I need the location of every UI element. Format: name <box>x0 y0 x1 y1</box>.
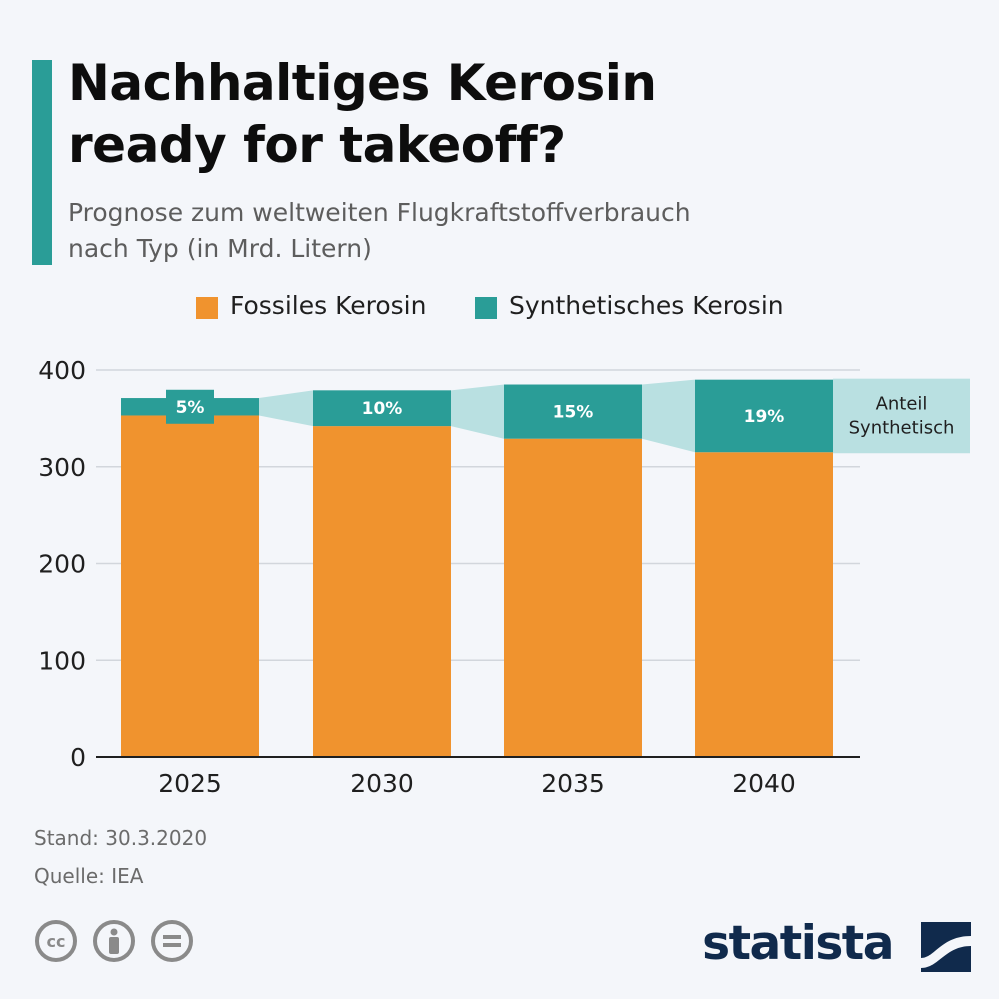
share-label: 10% <box>362 399 403 419</box>
legend-label-synthetic: Synthetisches Kerosin <box>509 291 784 320</box>
by-icon <box>93 920 135 962</box>
bar-fossil <box>695 452 833 757</box>
brand-name: statista <box>702 916 894 971</box>
chart-subtitle: Prognose zum weltweiten Flugkraftstoffve… <box>68 195 948 267</box>
title-accent-bar <box>32 60 52 265</box>
legend-label-fossil: Fossiles Kerosin <box>230 291 427 320</box>
cc-icon: cc <box>35 920 77 962</box>
y-tick-label: 300 <box>38 453 86 482</box>
y-tick-label: 0 <box>70 743 86 772</box>
bar-synthetic <box>695 379 833 453</box>
stacked-bar-chart: 0 100 200 300 400 5% 2025 10% 2030 15% 2035 19% 2040… <box>38 356 970 798</box>
svg-text:cc: cc <box>47 932 66 951</box>
title-line-2: ready for takeoff? <box>68 116 566 174</box>
subtitle-line-2: nach Typ (in Mrd. Litern) <box>68 234 372 263</box>
x-tick-label: 2030 <box>350 769 414 798</box>
share-band <box>642 379 695 453</box>
share-annotation-line-1: Anteil <box>876 394 928 415</box>
bar-fossil <box>313 426 451 757</box>
x-tick-label: 2025 <box>158 769 222 798</box>
legend-swatch-synthetic <box>475 297 497 319</box>
legend-swatch-fossil <box>196 297 218 319</box>
y-tick-label: 200 <box>38 550 86 579</box>
share-label: 5% <box>176 398 205 418</box>
y-tick-label: 100 <box>38 646 86 675</box>
share-band <box>259 390 313 427</box>
nd-icon <box>151 920 193 962</box>
bar-fossil <box>121 415 259 757</box>
bar-synthetic <box>313 390 451 427</box>
statista-logo-icon <box>921 922 971 972</box>
license-icons: cc <box>34 919 204 969</box>
footer-stand: Stand: 30.3.2020 <box>34 826 208 850</box>
x-tick-label: 2040 <box>732 769 796 798</box>
share-label: 19% <box>744 407 785 427</box>
bar-synthetic <box>504 384 642 439</box>
share-annotation-band <box>833 378 970 454</box>
chart-title: Nachhaltiges Kerosin ready for takeoff? <box>68 52 948 176</box>
share-label-bg <box>166 389 214 424</box>
y-tick-label: 400 <box>38 356 86 385</box>
subtitle-line-1: Prognose zum weltweiten Flugkraftstoffve… <box>68 198 691 227</box>
x-tick-label: 2035 <box>541 769 605 798</box>
share-label: 15% <box>553 403 594 423</box>
statista-brand: statista <box>702 914 971 974</box>
footer-source: Quelle: IEA <box>34 864 144 888</box>
share-annotation-line-2: Synthetisch <box>849 418 955 439</box>
share-band <box>451 384 504 439</box>
chart-legend: Fossiles Kerosin Synthetisches Kerosin <box>0 290 999 326</box>
bar-fossil <box>504 438 642 757</box>
title-line-1: Nachhaltiges Kerosin <box>68 54 657 112</box>
